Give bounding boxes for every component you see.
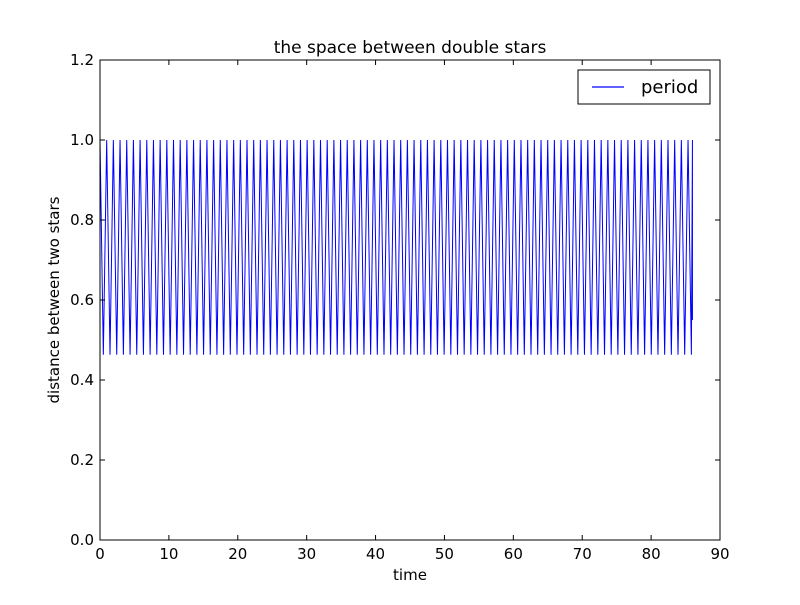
y-tick-label: 1.0 <box>70 131 94 149</box>
x-tick-label: 50 <box>435 545 454 563</box>
y-tick-label: 0.6 <box>70 291 94 309</box>
x-tick-label: 80 <box>642 545 661 563</box>
legend: period <box>577 69 711 105</box>
x-axis-label: time <box>393 566 427 584</box>
x-tick-label: 10 <box>159 545 178 563</box>
axis-ticks: 0 10 20 30 40 50 60 70 80 90 0.0 0.2 0.4 0.6 0.8 1.0 1.2 <box>70 51 729 563</box>
y-tick-label: 0.8 <box>70 211 94 229</box>
legend-label-period: period <box>641 77 698 98</box>
x-tick-label: 90 <box>710 545 729 563</box>
x-tick-label: 40 <box>366 545 385 563</box>
plot-frame <box>99 59 721 541</box>
y-tick-label: 1.2 <box>70 51 94 69</box>
y-tick-label: 0.4 <box>70 371 94 389</box>
x-tick-label: 60 <box>504 545 523 563</box>
series-group <box>99 139 693 355</box>
x-tick-label: 70 <box>573 545 592 563</box>
chart-title: the space between double stars <box>274 38 547 58</box>
y-axis-label: distance between two stars <box>45 196 63 403</box>
x-tick-label: 0 <box>95 545 105 563</box>
x-tick-label: 20 <box>228 545 247 563</box>
y-tick-label: 0.2 <box>70 451 94 469</box>
x-tick-label: 30 <box>297 545 316 563</box>
series-line-period <box>99 139 693 355</box>
y-tick-label: 0.0 <box>70 531 94 549</box>
